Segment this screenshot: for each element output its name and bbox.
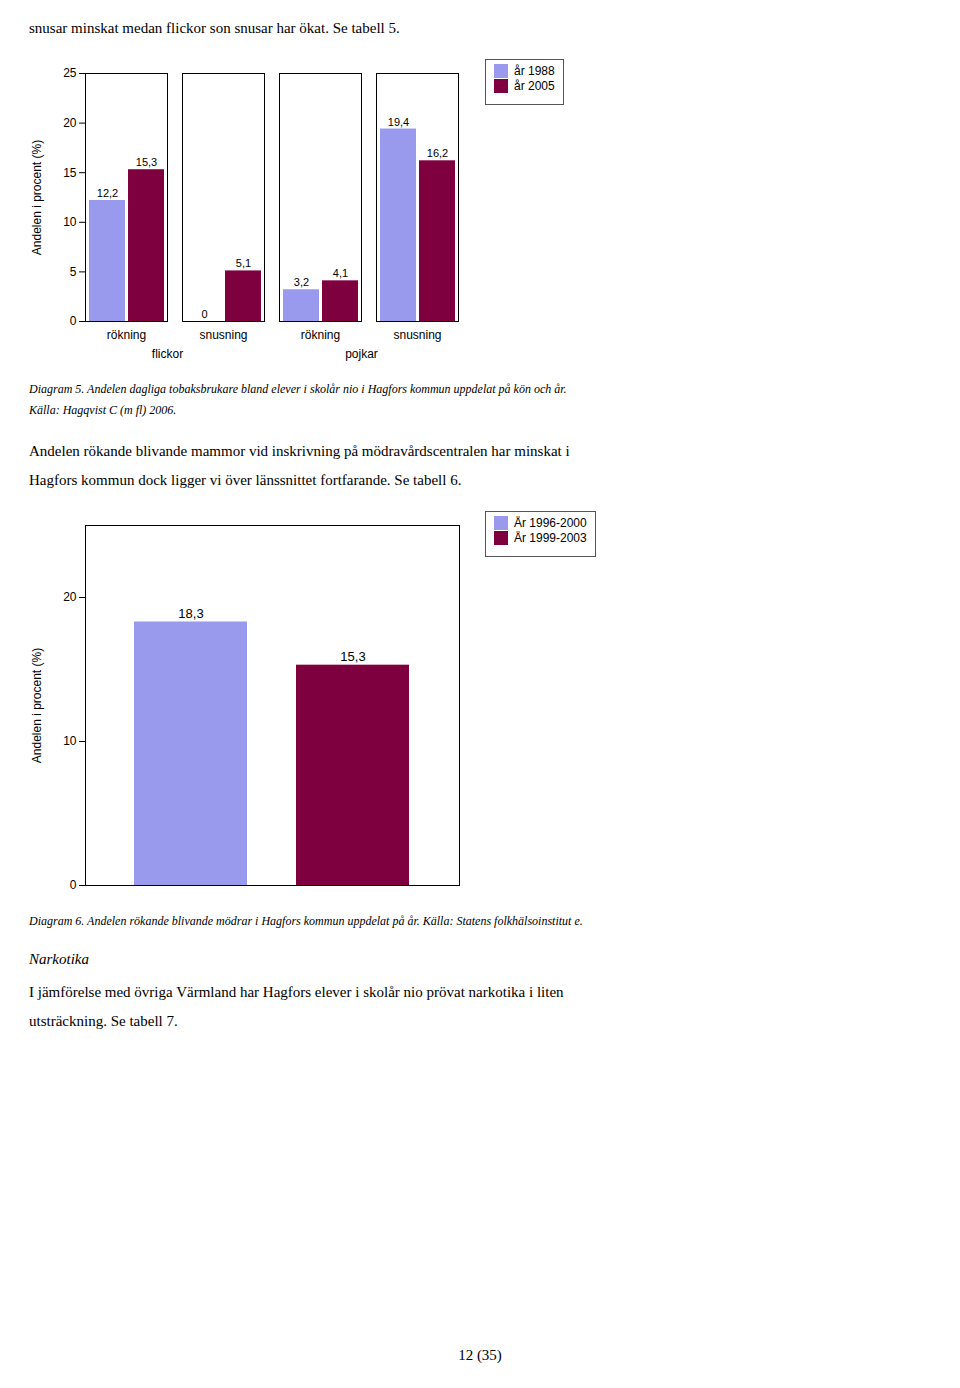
svg-text:5: 5 [70, 265, 77, 279]
svg-text:rökning: rökning [107, 328, 146, 342]
svg-text:20: 20 [63, 590, 77, 604]
svg-text:3,2: 3,2 [294, 276, 309, 288]
svg-text:snusning: snusning [199, 328, 247, 342]
svg-text:19,4: 19,4 [388, 116, 409, 128]
svg-text:flickor: flickor [152, 347, 183, 361]
html-text:Diagram 6. Andelen rökande bli: Diagram 6. Andelen rökande blivande mödr… [29, 913, 583, 928]
svg-text:4,1: 4,1 [333, 267, 348, 279]
svg-text:snusning: snusning [393, 328, 441, 342]
svg-text:Andelen i procent (%): Andelen i procent (%) [30, 647, 44, 762]
html-text:12 (35): 12 (35) [458, 1347, 502, 1363]
html-text:År 1996-2000: År 1996-2000 [514, 515, 587, 530]
html-text:år 1988: år 1988 [514, 64, 555, 78]
html-text:Källa: Hagqvist C (m fl) 2006.: Källa: Hagqvist C (m fl) 2006. [29, 402, 177, 417]
svg-text:12,2: 12,2 [97, 187, 118, 199]
html-text:Hagfors kommun dock ligger vi: Hagfors kommun dock ligger vi över länss… [29, 471, 462, 488]
svg-text:0: 0 [70, 314, 77, 328]
html-text:Andelen rökande blivande mammo: Andelen rökande blivande mammor vid insk… [29, 442, 570, 459]
svg-text:15: 15 [63, 166, 77, 180]
svg-text:pojkar: pojkar [345, 347, 378, 361]
svg-text:rökning: rökning [301, 328, 340, 342]
html-text:År 1999-2003: År 1999-2003 [514, 530, 587, 545]
html-text:I jämförelse med övriga Värmla: I jämförelse med övriga Värmland har Hag… [29, 984, 564, 1001]
svg-text:20: 20 [63, 116, 77, 130]
svg-text:15,3: 15,3 [340, 649, 365, 664]
html-text:snusar minskat medan flickor s: snusar minskat medan flickor son snusar … [29, 20, 400, 36]
html-text:Diagram 5. Andelen dagliga tob: Diagram 5. Andelen dagliga tobaksbrukare… [29, 382, 567, 396]
svg-text:10: 10 [63, 734, 77, 748]
svg-text:15,3: 15,3 [136, 156, 157, 168]
html-text:utsträckning. Se tabell 7.: utsträckning. Se tabell 7. [29, 1013, 178, 1030]
svg-text:18,3: 18,3 [178, 606, 203, 621]
svg-text:5,1: 5,1 [236, 257, 251, 269]
html-text:år 2005: år 2005 [514, 79, 555, 93]
svg-text:0: 0 [201, 308, 207, 320]
svg-text:Andelen i procent (%): Andelen i procent (%) [30, 140, 44, 255]
svg-text:16,2: 16,2 [427, 147, 448, 159]
svg-text:10: 10 [63, 215, 77, 229]
html-text:Narkotika: Narkotika [29, 951, 89, 968]
svg-text:25: 25 [63, 66, 77, 80]
svg-text:0: 0 [70, 878, 77, 892]
